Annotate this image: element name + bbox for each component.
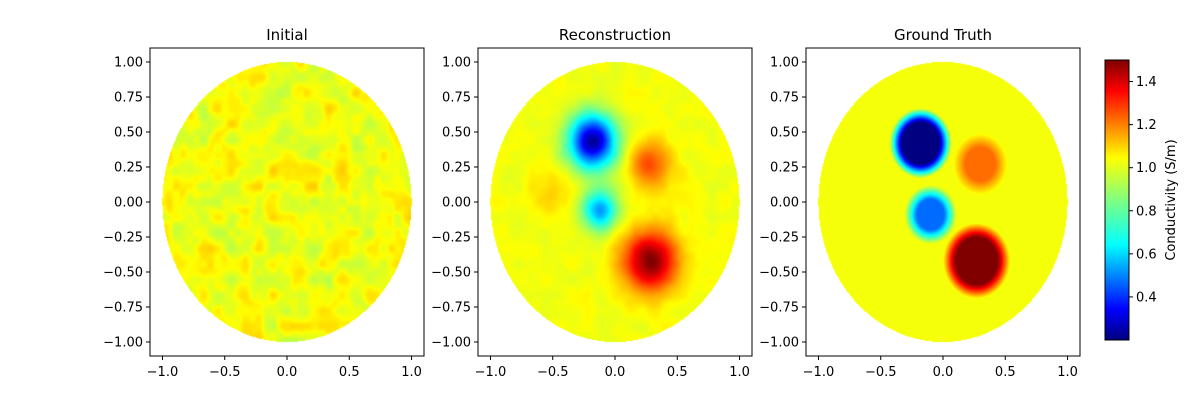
x-tick-label: −0.5 [865,365,897,380]
x-tick-label: 1.0 [401,365,422,380]
x-tick-label: 0.0 [933,365,954,380]
panel-title: Ground Truth [894,26,992,44]
x-tick-label: 0.5 [339,365,360,380]
y-tick-label: 0.25 [114,161,143,176]
y-tick-label: 0.75 [114,91,143,106]
tick-group: −1.0 −0.5 0.0 0.5 1.0 −1.00 −0.75 −0.50 −0.25 0.0… [103,56,422,381]
colorbar: 0.4 0.6 0.8 1.0 1.2 1.4 Conductivity (S/m) [1104,59,1179,341]
x-tick-label: 1.0 [729,365,750,380]
y-tick-label: 0.00 [770,196,799,211]
y-tick-label: 1.00 [442,56,471,71]
y-tick-label: 0.00 [442,196,471,211]
y-tick-label: −0.50 [103,266,143,281]
panel-title: Reconstruction [559,26,671,44]
panel-ground-truth: Ground Truth −1.0 −0.5 0.0 0.5 1.0 −1.00 −0.75… [759,26,1081,381]
x-tick-label: 0.5 [995,365,1016,380]
tick-group: −1.0 −0.5 0.0 0.5 1.0 −1.00 −0.75 −0.50 −0.25 0.0… [759,56,1078,381]
y-tick-label: 1.00 [770,56,799,71]
y-tick-label: −0.50 [759,266,799,281]
y-tick-label: −0.25 [431,231,471,246]
heatmap-image [806,48,1080,356]
panel-title: Initial [266,26,308,44]
x-tick-label: −0.5 [537,365,569,380]
y-tick-label: −0.25 [103,231,143,246]
colorbar-tick-label: 1.0 [1136,161,1157,176]
y-tick-label: 0.25 [770,161,799,176]
colorbar-tick-label: 1.4 [1136,75,1157,90]
x-tick-label: 0.0 [605,365,626,380]
x-tick-label: −1.0 [475,365,507,380]
y-tick-label: −1.00 [103,336,143,351]
tick-group: −1.0 −0.5 0.0 0.5 1.0 −1.00 −0.75 −0.50 −0.25 0.0… [431,56,750,381]
colorbar-tick-label: 1.2 [1136,118,1157,133]
y-tick-label: 0.50 [442,126,471,141]
x-tick-label: 0.0 [277,365,298,380]
colorbar-frame [1104,59,1130,341]
y-tick-label: −0.75 [103,301,143,316]
y-tick-label: −0.25 [759,231,799,246]
y-tick-label: 0.50 [114,126,143,141]
heatmap-image [150,48,424,356]
colorbar-ticks: 0.4 0.6 0.8 1.0 1.2 1.4 [1129,75,1157,305]
colorbar-tick-label: 0.8 [1136,204,1157,219]
y-tick-label: −0.75 [431,301,471,316]
x-tick-label: 1.0 [1057,365,1078,380]
y-tick-label: 0.25 [442,161,471,176]
y-tick-label: −0.75 [759,301,799,316]
x-tick-label: −1.0 [803,365,835,380]
panel-reconstruction: Reconstruction −1.0 −0.5 0.0 0.5 1.0 −1.00 −0.… [431,26,753,381]
x-tick-label: 0.5 [667,365,688,380]
y-tick-label: 0.50 [770,126,799,141]
y-tick-label: −0.50 [431,266,471,281]
y-tick-label: 0.00 [114,196,143,211]
y-tick-label: 0.75 [442,91,471,106]
y-tick-label: −1.00 [431,336,471,351]
colorbar-gradient [1105,60,1129,340]
x-tick-label: −0.5 [209,365,241,380]
colorbar-tick-label: 0.6 [1136,247,1157,262]
y-tick-label: −1.00 [759,336,799,351]
y-tick-label: 0.75 [770,91,799,106]
heatmap-image [478,48,752,356]
panel-initial: Initial −1.0 −0.5 0.0 0.5 1.0 −1.00 −0.75 −0.50… [103,26,425,381]
x-tick-label: −1.0 [147,365,179,380]
colorbar-tick-label: 0.4 [1136,290,1157,305]
y-tick-label: 1.00 [114,56,143,71]
colorbar-label: Conductivity (S/m) [1164,139,1179,260]
